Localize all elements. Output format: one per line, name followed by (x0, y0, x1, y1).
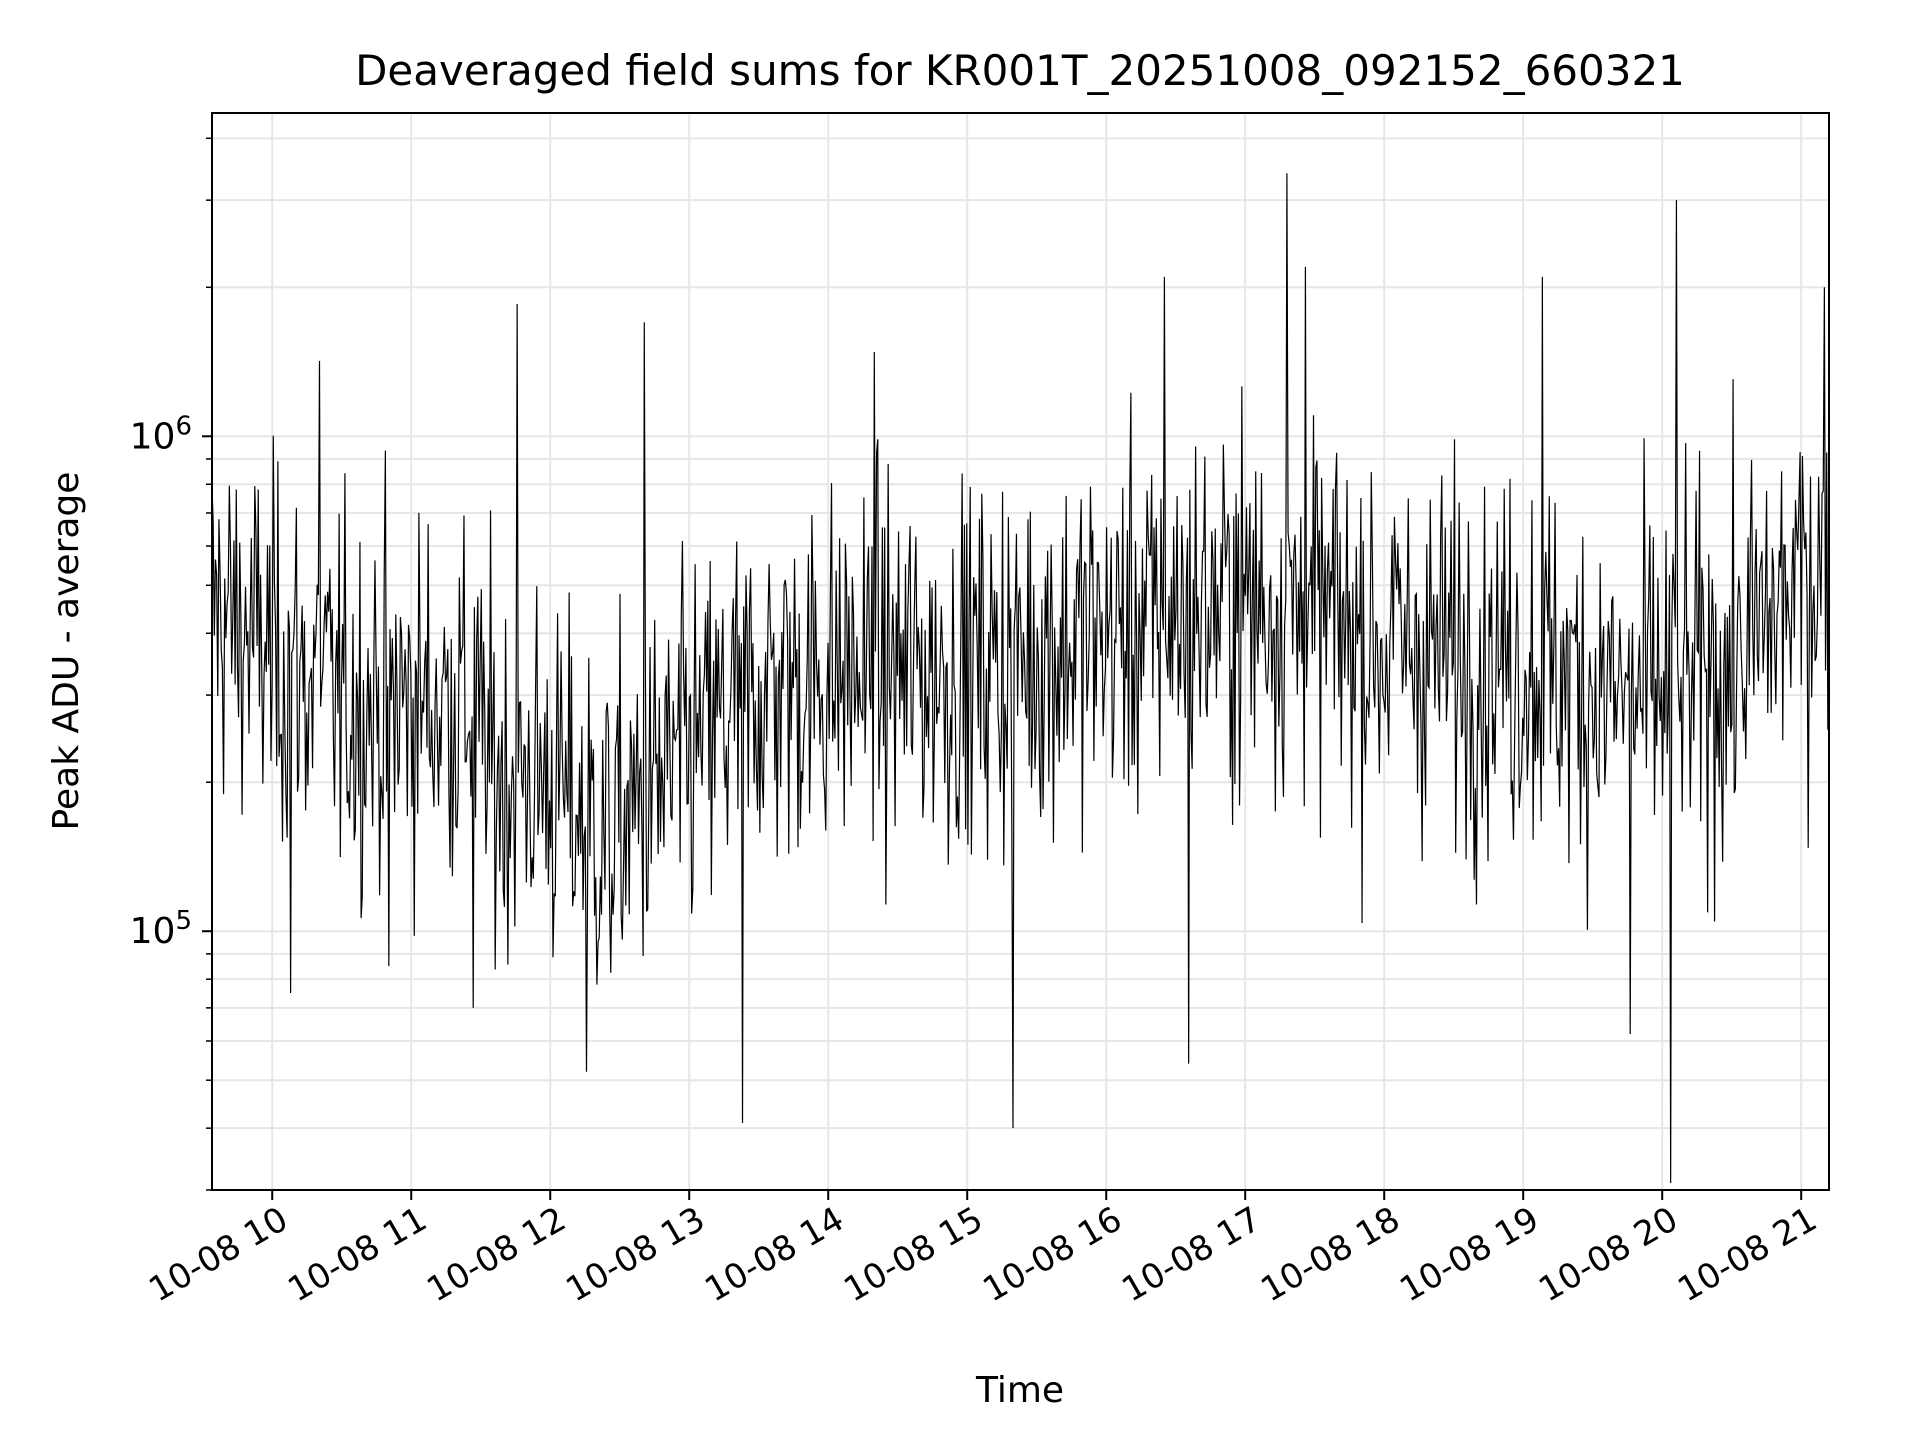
grid-lines (212, 113, 1829, 1191)
series-line (212, 173, 1829, 1183)
plot-area (212, 173, 1829, 1183)
y-tick-label: 106 (130, 411, 192, 457)
x-axis-label: Time (975, 1370, 1064, 1411)
y-axis-label: Peak ADU - average (46, 472, 87, 831)
y-tick-label: 105 (130, 906, 192, 952)
axes-frame (211, 112, 1830, 1191)
chart-title: Deaveraged field sums for KR001T_2025100… (355, 46, 1685, 95)
